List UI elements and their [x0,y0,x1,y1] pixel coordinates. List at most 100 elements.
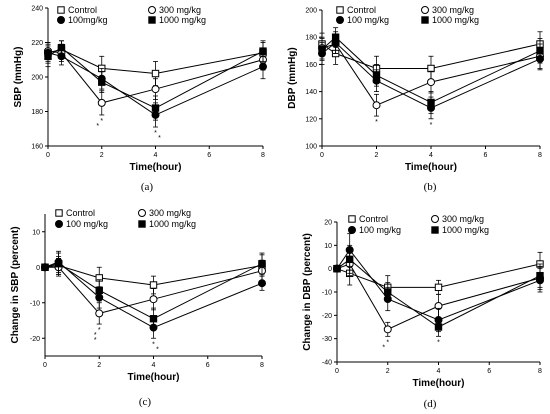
legend-entry: Control [57,5,97,15]
data-point [372,71,381,79]
legend-marker [336,16,344,24]
y-tick-label: 180 [31,109,43,116]
legend-marker [138,209,146,217]
data-point [318,45,326,54]
x-tick-label: 2 [97,362,101,369]
x-tick-label: 0 [46,152,50,159]
x-tick-label: 4 [152,362,156,369]
data-point [54,260,63,268]
data-point [331,33,340,41]
legend-marker [55,209,63,217]
legend-label: 300 mg/kg [159,5,201,15]
x-tick-label: 8 [260,362,264,369]
data-point [95,309,104,318]
significance-marker: * [94,337,97,344]
y-tick-label: 140 [305,89,317,96]
y-tick-label: 0 [36,265,40,272]
y-tick-label: -30 [322,336,332,343]
significance-marker: * [96,123,99,130]
data-point [427,78,435,87]
x-axis-label: Time(hour) [127,372,179,383]
y-axis-label: DBP (mmHg) [287,47,298,108]
legend-marker [336,6,344,14]
legend-entry: 300 mg/kg [431,214,484,224]
legend-label: 1000 mg/kg [432,15,479,25]
y-tick-label: 180 [305,35,317,42]
data-point [98,78,106,86]
legend-marker [138,220,146,228]
legend-marker [148,6,156,14]
significance-marker: * [100,118,103,125]
data-point [384,288,392,296]
y-tick-label: -20 [30,336,40,343]
legend-marker [348,215,356,223]
legend-entry: 300 mg/kg [148,5,201,15]
data-point [259,47,267,55]
x-tick-label: 2 [386,368,390,375]
chart-panel-b: 0 2 4 6 8 100 120 140 160 180 200 Time(hour) DBP (mm… [287,5,544,193]
data-point [536,271,544,280]
data-point [434,323,443,331]
significance-marker: * [98,327,101,334]
legend-label: 1000 mg/kg [159,15,206,25]
x-tick-label: 8 [538,152,542,159]
data-point [536,47,544,55]
chart-panel-d: 0 2 4 6 8 -40 -30 -20 -10 0 10 20 Time(hour) Change i… [302,214,544,410]
significance-marker: * [382,344,385,351]
significance-marker: * [154,130,157,137]
legend-entry: 100 mg/kg [336,15,389,25]
legend-marker [148,16,156,24]
x-tick-label: 0 [320,152,324,159]
x-tick-label: 2 [375,152,379,159]
significance-marker: * [152,341,155,348]
legend-entry: 1000 mg/kg [138,219,196,229]
legend-label: 100 mg/kg [359,225,401,235]
y-tick-label: 160 [305,62,317,69]
legend-entry: Control [348,214,388,224]
data-point [151,85,160,94]
data-point [149,281,158,289]
y-axis-label: Change in SBP (percent) [10,226,21,343]
legend-entry: 300 mg/kg [421,5,474,15]
y-axis-label: Change in DBP (percent) [302,233,313,351]
legend-label: Control [359,214,388,224]
legend-marker [55,220,63,228]
data-point [383,325,392,334]
legend-marker [431,226,439,234]
x-tick-label: 4 [429,152,433,159]
data-point [95,286,103,295]
significance-marker: * [156,346,159,353]
series-3 [41,252,266,330]
x-tick-label: 4 [154,152,158,159]
data-point [44,52,52,60]
significance-marker: * [94,332,97,339]
legend-marker [348,226,356,234]
data-point [149,315,158,323]
data-point [345,255,354,264]
legend-entry: 100 mg/kg [348,225,401,235]
x-axis-label: Time(hour) [405,162,457,173]
legend-label: 100mg/kg [68,15,108,25]
y-tick-label: -10 [30,300,40,307]
chart-panel-c: 0 2 4 6 8 -20 -10 0 10 Time(hour) Change in SBP (p… [10,208,266,408]
data-point [259,62,267,71]
legend-entry: 300 mg/kg [138,208,191,218]
y-tick-label: -20 [322,313,332,320]
y-tick-label: 10 [32,229,40,236]
legend-entry: Control [336,5,376,15]
x-tick-label: 2 [100,152,104,159]
y-tick-label: 200 [31,75,43,82]
legend-label: 300 mg/kg [432,5,474,15]
y-tick-label: 0 [328,266,332,273]
significance-marker: * [375,119,378,126]
legend-label: 300 mg/kg [149,208,191,218]
x-axis-label: Time(hour) [412,378,464,389]
legend-marker [431,215,439,223]
y-tick-label: 220 [31,40,43,47]
data-point [427,98,435,107]
legend-entry: 1000 mg/kg [431,225,489,235]
legend-label: Control [347,5,376,15]
legend-entry: 1000 mg/kg [148,15,206,25]
legend-entry: 100 mg/kg [55,219,108,229]
y-tick-label: 200 [305,8,317,15]
